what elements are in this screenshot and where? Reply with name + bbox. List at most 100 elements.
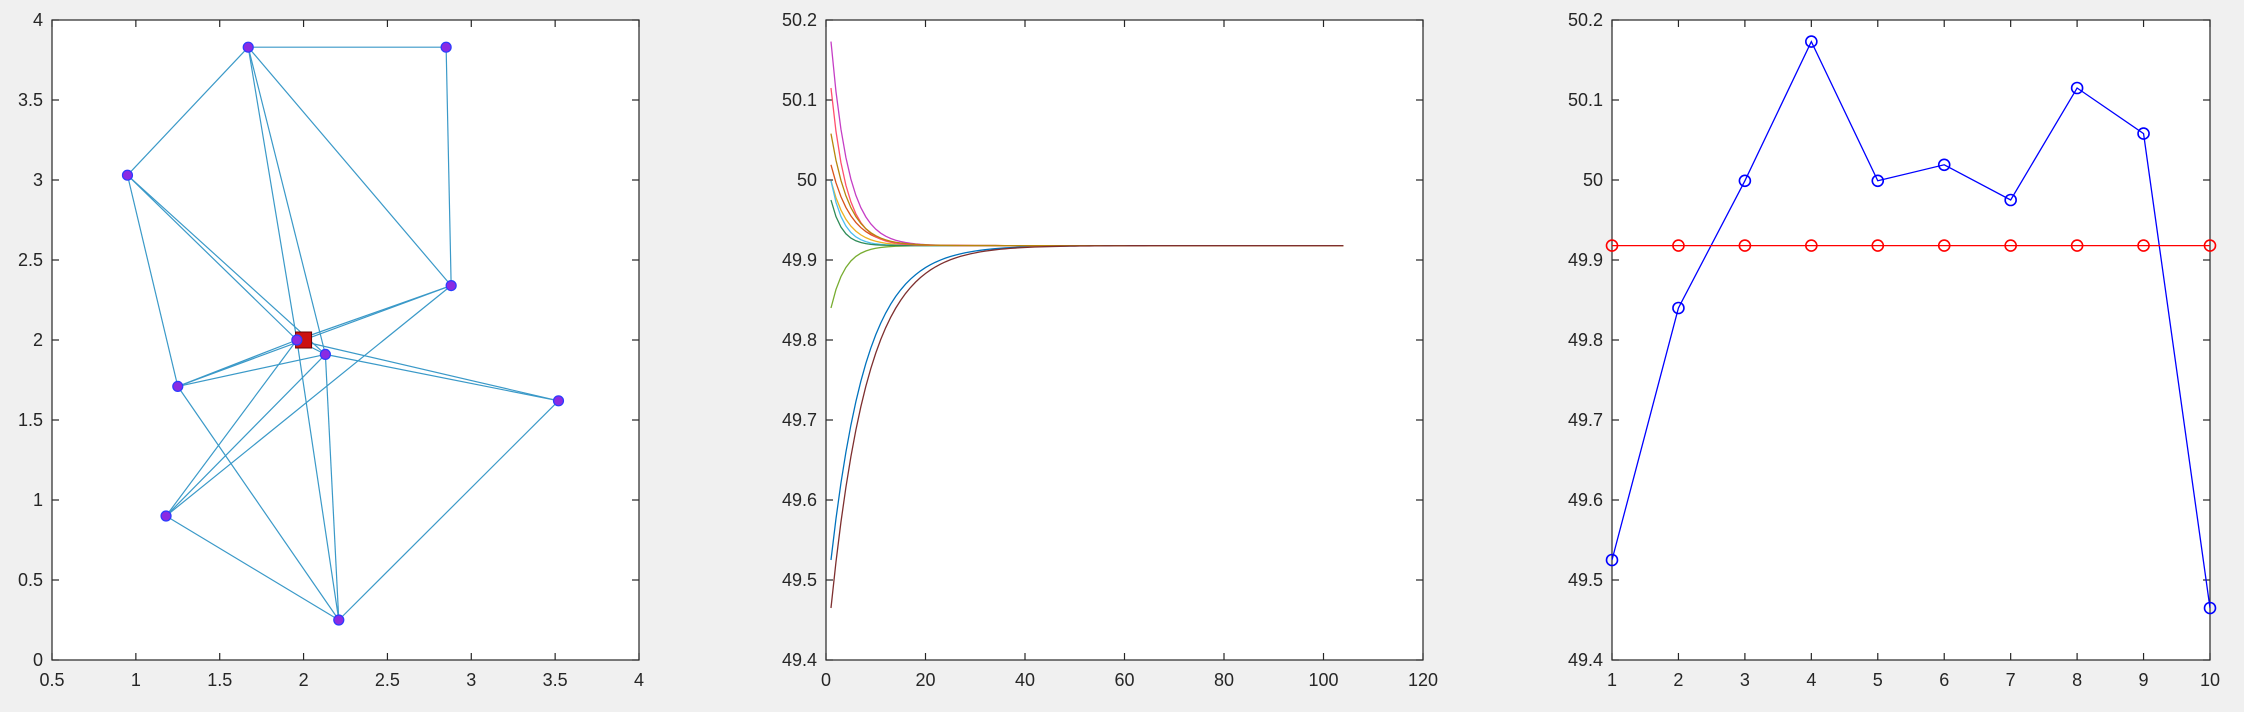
y-tick-label: 49.6 [782,490,817,510]
y-tick-label: 49.8 [1568,330,1603,350]
network-edge [338,400,559,621]
y-tick-label: 4 [33,10,43,30]
x-tick-label: 2 [299,670,309,690]
network-edge [127,46,249,176]
x-tick-label: 1 [131,670,141,690]
consensus-value-point [2137,239,2150,252]
x-tick-label: 0.5 [39,670,64,690]
x-tick-label: 9 [2139,670,2149,690]
network-edge [177,285,452,387]
network-edge [165,515,340,621]
network-node [333,614,345,626]
network-edge [296,339,559,402]
x-tick-label: 1.5 [207,670,232,690]
initial-value-point [2070,81,2084,95]
consensus-value-point [1605,239,1619,252]
x-tick-label: 7 [2006,670,2016,690]
x-tick-label: 8 [2072,670,2082,690]
initial-value-point [1605,553,1619,567]
x-tick-label: 100 [1308,670,1338,690]
y-tick-label: 49.4 [782,650,817,670]
x-tick-label: 6 [1939,670,1949,690]
x-tick-label: 3 [466,670,476,690]
y-tick-label: 50.1 [1568,90,1603,110]
network-edge [296,339,340,621]
x-tick-label: 80 [1214,670,1234,690]
consensus-value-point [1937,239,1951,252]
x-tick-label: 4 [634,670,644,690]
y-tick-label: 3 [33,170,43,190]
x-tick-label: 60 [1114,670,1134,690]
x-tick-label: 20 [915,670,935,690]
y-tick-label: 2.5 [18,250,43,270]
y-tick-label: 0 [33,650,43,670]
network-node [440,41,452,53]
initial-value-point [1871,174,1885,188]
x-tick-label: 1 [1607,670,1617,690]
network-edge [165,285,452,517]
network-node [552,395,565,407]
network-edge [126,175,179,387]
y-tick-label: 0.5 [18,570,43,590]
y-tick-label: 50 [1583,170,1603,190]
x-tick-label: 0 [821,670,831,690]
network-edge [177,353,326,387]
y-tick-label: 49.6 [1568,490,1603,510]
network-node [160,510,172,522]
plot-area [51,19,640,661]
y-tick-label: 50.1 [782,90,817,110]
y-tick-label: 49.9 [782,250,817,270]
x-tick-label: 40 [1015,670,1035,690]
x-tick-label: 3 [1740,670,1750,690]
network-edge [127,174,298,341]
y-tick-label: 49.5 [1568,570,1603,590]
network-edge [247,47,326,355]
y-tick-label: 49.7 [782,410,817,430]
consensus-value-point [2203,239,2217,252]
initial-values-line [1611,40,2211,609]
initial-vs-final-values-axes: 1 2 3 4 5 6 7 8 9 10 49.4 49.5 49.6 49.7 49.8 49.9 50 50.… [1568,10,2220,690]
initial-value-point [2203,601,2217,615]
initial-value-point [2137,127,2150,140]
consensus-convergence-axes: 0 20 40 60 80 100 120 49.4 49.5 49.6 49.7 49.8 49.9 5… [782,10,1438,690]
network-node [121,169,134,181]
consensus-value-point [2004,239,2017,252]
network-edge [247,47,298,341]
x-tick-label: 10 [2200,670,2220,690]
y-tick-label: 1.5 [18,410,43,430]
y-tick-label: 2 [33,330,43,350]
initial-value-point [1937,158,1951,172]
consensus-value-point [1805,239,1818,252]
consensus-value-point [2070,239,2084,252]
y-tick-label: 49.9 [1568,250,1603,270]
x-tick-label: 3.5 [543,670,568,690]
convergence-series-10 [830,244,1344,609]
network-edge [127,174,326,355]
network-edge [165,353,326,517]
initial-value-point [2004,193,2017,207]
initial-value-point [1672,301,1685,315]
network-edge [247,46,452,286]
x-tick-label: 4 [1806,670,1816,690]
y-tick-label: 49.7 [1568,410,1603,430]
network-edge [177,339,298,387]
consensus-value-point [1672,239,1685,252]
plot-area [1611,19,2211,661]
network-node [319,348,331,360]
network-edge [165,339,298,517]
plot-area [825,19,1424,661]
network-node [445,280,457,292]
y-tick-label: 50.2 [1568,10,1603,30]
x-tick-label: 120 [1408,670,1438,690]
y-tick-label: 49.8 [782,330,817,350]
x-tick-label: 5 [1873,670,1883,690]
network-edge [324,354,340,621]
y-tick-label: 50.2 [782,10,817,30]
consensus-value-point [1871,239,1885,252]
y-tick-label: 1 [33,490,43,510]
network-edge [177,386,340,621]
network-node [172,380,184,392]
initial-value-point [1738,174,1752,188]
y-tick-label: 49.4 [1568,650,1603,670]
y-tick-label: 3.5 [18,90,43,110]
